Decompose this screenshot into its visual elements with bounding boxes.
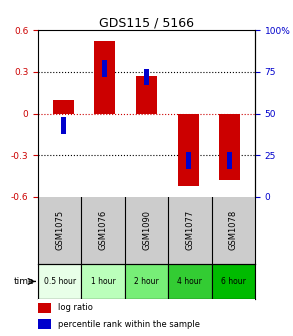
Bar xyxy=(219,114,240,180)
Bar xyxy=(94,41,115,114)
Text: GSM1076: GSM1076 xyxy=(99,210,108,250)
Text: percentile rank within the sample: percentile rank within the sample xyxy=(58,320,200,329)
Text: 2 hour: 2 hour xyxy=(134,277,159,286)
Bar xyxy=(168,263,212,299)
Title: GDS115 / 5166: GDS115 / 5166 xyxy=(99,16,194,29)
Bar xyxy=(125,263,168,299)
Text: 0.5 hour: 0.5 hour xyxy=(44,277,76,286)
Bar xyxy=(61,117,66,134)
Bar xyxy=(102,60,107,77)
Bar xyxy=(81,263,125,299)
Text: GSM1077: GSM1077 xyxy=(185,210,194,250)
Text: time: time xyxy=(14,277,35,286)
Bar xyxy=(53,100,74,114)
Bar xyxy=(136,76,157,114)
Bar xyxy=(144,69,149,85)
Bar xyxy=(212,263,255,299)
Bar xyxy=(38,263,81,299)
Text: 1 hour: 1 hour xyxy=(91,277,115,286)
Bar xyxy=(178,114,199,186)
Bar xyxy=(38,303,51,312)
Text: GSM1090: GSM1090 xyxy=(142,210,151,250)
Text: log ratio: log ratio xyxy=(58,303,93,312)
Bar xyxy=(227,152,232,169)
Text: 4 hour: 4 hour xyxy=(178,277,202,286)
Text: 6 hour: 6 hour xyxy=(221,277,246,286)
Bar xyxy=(38,319,51,329)
Bar xyxy=(186,152,191,169)
Text: GSM1075: GSM1075 xyxy=(55,210,64,250)
Text: GSM1078: GSM1078 xyxy=(229,210,238,250)
